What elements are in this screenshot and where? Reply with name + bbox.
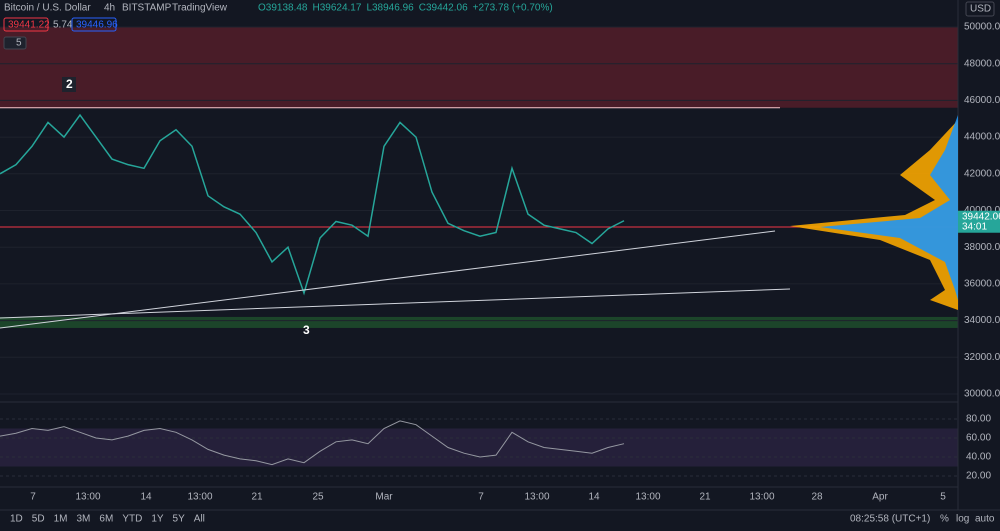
price-line: [0, 113, 625, 296]
y-tick-label: 46000.00: [964, 95, 1000, 106]
y-tick-label: 32000.00: [964, 352, 1000, 363]
clock: 08:25:58 (UTC+1): [850, 514, 930, 525]
x-tick-label: Mar: [375, 492, 393, 503]
y-tick-label: 60.00: [966, 433, 991, 444]
range-button[interactable]: 6M: [99, 514, 113, 525]
y-tick-label: 42000.00: [964, 168, 1000, 179]
y-tick-label: 48000.00: [964, 58, 1000, 69]
y-tick-label: 80.00: [966, 414, 991, 425]
y-tick-label: 36000.00: [964, 279, 1000, 290]
y-tick-label: 50000.00: [964, 22, 1000, 33]
last-price: 39442.06: [962, 211, 1000, 222]
x-tick-label: 13:00: [187, 492, 212, 503]
range-button[interactable]: 5Y: [173, 514, 186, 525]
option[interactable]: log: [956, 514, 969, 525]
trendline: [0, 230, 776, 329]
volume-profile: [790, 120, 958, 310]
y-tick-label: 34000.00: [964, 315, 1000, 326]
x-tick-label: 21: [699, 492, 711, 503]
x-tick-label: 28: [811, 492, 823, 503]
indicator-count: 5: [16, 38, 22, 49]
spread: 5.74: [53, 20, 73, 31]
currency: USD: [970, 4, 991, 15]
label-box: [62, 77, 76, 92]
y-tick-label: 20.00: [966, 471, 991, 482]
interval: 4h: [104, 3, 115, 14]
x-tick-label: 7: [30, 492, 36, 503]
option[interactable]: auto: [975, 514, 995, 525]
annotation: 3: [303, 323, 310, 337]
x-tick-label: 7: [478, 492, 484, 503]
option[interactable]: %: [940, 514, 949, 525]
bid-box: [3, 17, 49, 32]
x-tick-label: 21: [251, 492, 263, 503]
last-price-box: [958, 210, 1000, 233]
range-button[interactable]: 3M: [77, 514, 91, 525]
annotation: 2: [66, 77, 73, 91]
currency-box[interactable]: [965, 1, 995, 17]
range-button[interactable]: All: [194, 514, 205, 525]
ohlc-value: L38946.96: [366, 3, 414, 14]
x-tick-label: 13:00: [635, 492, 660, 503]
x-tick-label: 14: [588, 492, 600, 503]
trendline: [0, 288, 791, 319]
y-tick-label: 40000.00: [964, 205, 1000, 216]
ohlc-value: C39442.06: [419, 3, 468, 14]
support-zone: [0, 316, 958, 328]
y-tick-label: 30000.00: [964, 389, 1000, 400]
ohlc: O39138.48 H39624.17 L38946.96 C39442.06 +273…: [258, 3, 553, 14]
rsi-line: [0, 420, 625, 466]
x-tick-label: 13:00: [524, 492, 549, 503]
range-button[interactable]: 1Y: [151, 514, 164, 525]
ohlc-value: H39624.17: [313, 3, 362, 14]
symbol: Bitcoin / U.S. Dollar: [4, 3, 91, 14]
ask-box: [71, 17, 117, 32]
bid: 39441.22: [8, 20, 50, 31]
y-tick-label: 38000.00: [964, 242, 1000, 253]
x-tick-label: 14: [140, 492, 152, 503]
range-button[interactable]: 1D: [10, 514, 23, 525]
ohlc-value: +273.78 (+0.70%): [473, 3, 553, 14]
ask: 39446.96: [76, 20, 118, 31]
range-button[interactable]: 1M: [54, 514, 68, 525]
rsi-band: [0, 428, 958, 467]
x-tick-label: 13:00: [749, 492, 774, 503]
range-button[interactable]: YTD: [122, 514, 142, 525]
chart-layer: [0, 26, 958, 477]
exchange: BITSTAMP: [122, 3, 172, 14]
x-tick-label: Apr: [872, 492, 888, 503]
x-tick-label: 25: [312, 492, 324, 503]
y-tick-label: 40.00: [966, 452, 991, 463]
source: TradingView: [172, 3, 228, 14]
countdown: 34:01: [962, 221, 987, 232]
ohlc-value: O39138.48: [258, 3, 308, 14]
x-tick-label: 13:00: [75, 492, 100, 503]
indicator-toggle[interactable]: [3, 36, 27, 50]
y-tick-label: 44000.00: [964, 132, 1000, 143]
resistance-zone: [0, 27, 958, 108]
x-tick-label: 5: [940, 492, 946, 503]
range-button[interactable]: 5D: [32, 514, 45, 525]
